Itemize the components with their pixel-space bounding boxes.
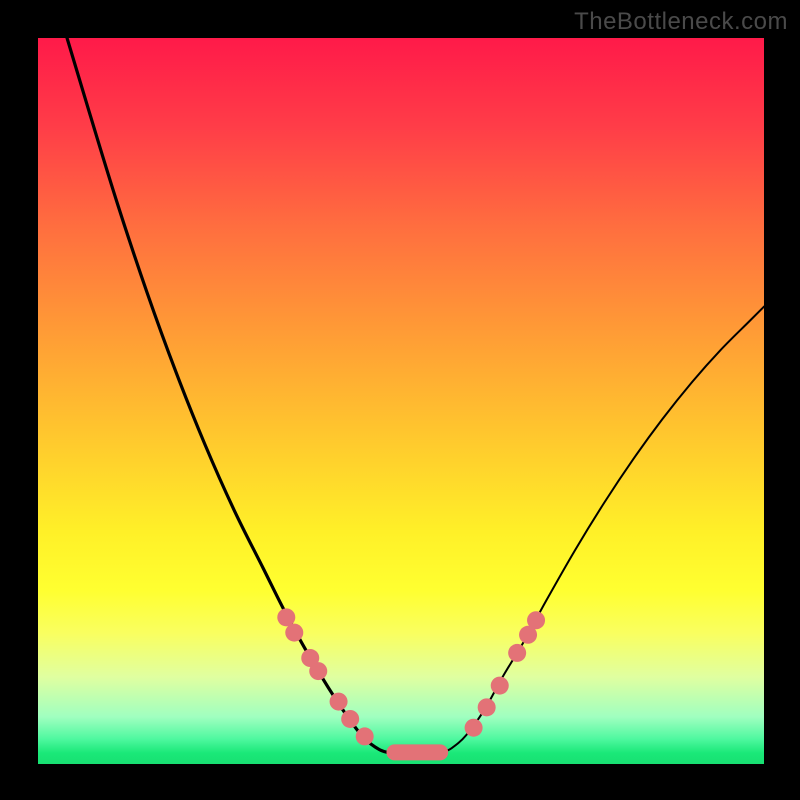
watermark-text: TheBottleneck.com (574, 8, 788, 36)
marker-dot (465, 719, 483, 737)
marker-bottom-bar (386, 744, 448, 760)
plot-background-gradient (38, 38, 764, 764)
marker-dot (527, 611, 545, 629)
marker-dot (356, 727, 374, 745)
marker-dot (341, 710, 359, 728)
marker-dot (478, 698, 496, 716)
marker-dot (491, 677, 509, 695)
marker-dot (277, 608, 295, 626)
marker-dot (508, 644, 526, 662)
marker-dot (309, 662, 327, 680)
marker-dot (285, 624, 303, 642)
marker-dot (330, 693, 348, 711)
bottleneck-chart (0, 0, 800, 800)
